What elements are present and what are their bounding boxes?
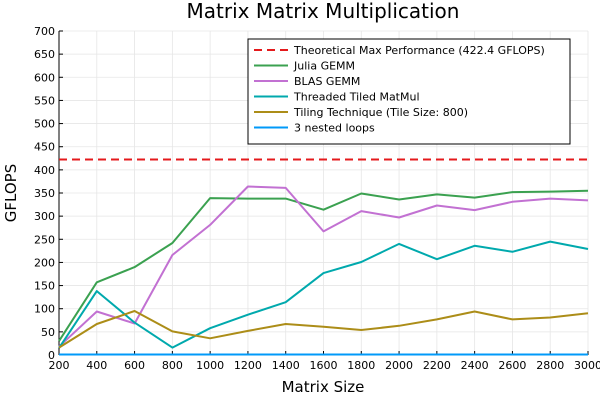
chart-title: Matrix Matrix Multiplication [187, 0, 460, 23]
x-tick-label: 2000 [385, 359, 413, 372]
y-tick-label: 100 [34, 303, 55, 316]
series-line-1 [58, 189, 589, 342]
x-tick-label: 400 [86, 359, 107, 372]
series-line-3 [58, 240, 589, 349]
y-tick-label: 50 [41, 326, 55, 339]
y-tick-label: 400 [34, 164, 55, 177]
series-line-2 [58, 185, 589, 348]
x-tick-label: 1000 [196, 359, 224, 372]
x-tick-label: 1600 [310, 359, 338, 372]
y-tick-label: 250 [34, 233, 55, 246]
x-tick-label: 3000 [574, 359, 600, 372]
legend-box [247, 38, 571, 145]
x-axis-label: Matrix Size [282, 378, 365, 396]
legend-label-1: Julia GEMM [293, 60, 355, 73]
y-axis-label: GFLOPS [2, 164, 20, 222]
legend-label-4: Tiling Technique (Tile Size: 800) [293, 106, 468, 119]
x-tick-label: 2200 [423, 359, 451, 372]
y-tick-label: 300 [34, 210, 55, 223]
y-tick-label: 550 [34, 94, 55, 107]
x-tick-label: 2600 [498, 359, 526, 372]
y-tick-label: 450 [34, 141, 55, 154]
x-tick-label: 1800 [347, 359, 375, 372]
series-lines [58, 158, 589, 356]
y-tick-label: 650 [34, 48, 55, 61]
x-tick-label: 800 [162, 359, 183, 372]
legend-label-3: Threaded Tiled MatMul [293, 91, 420, 104]
y-tick-label: 150 [34, 280, 55, 293]
legend-label-2: BLAS GEMM [294, 75, 360, 88]
y-tick-label: 0 [48, 349, 55, 362]
series-line-4 [58, 310, 589, 349]
x-tick-label: 1400 [272, 359, 300, 372]
legend-label-0: Theoretical Max Performance (422.4 GFLOP… [293, 44, 545, 57]
legend-label-5: 3 nested loops [294, 122, 375, 135]
y-tick-label: 500 [34, 118, 55, 131]
x-tick-label: 600 [124, 359, 145, 372]
x-tick-label: 2400 [461, 359, 489, 372]
x-tick-label: 2800 [536, 359, 564, 372]
x-tick-label: 200 [49, 359, 70, 372]
y-tick-label: 200 [34, 256, 55, 269]
y-tick-label: 350 [34, 187, 55, 200]
y-tick-label: 600 [34, 71, 55, 84]
y-tick-label: 700 [34, 25, 55, 38]
x-tick-label: 1200 [234, 359, 262, 372]
legend: Theoretical Max Performance (422.4 GFLOP… [247, 38, 571, 145]
